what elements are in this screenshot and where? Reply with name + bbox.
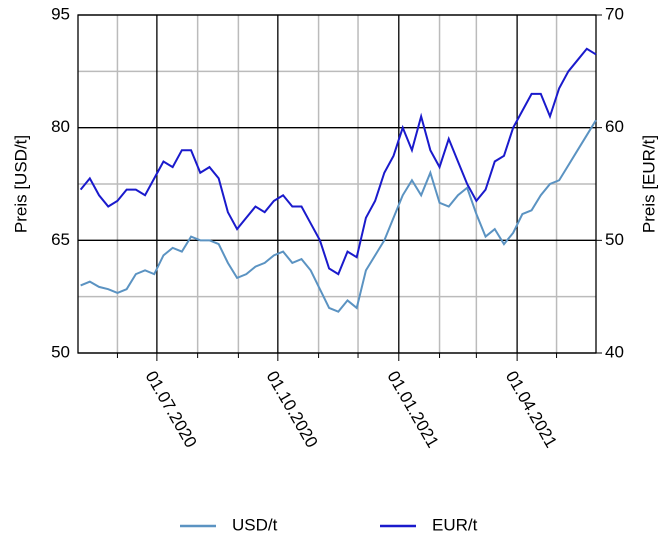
legend-label: EUR/t: [432, 515, 478, 534]
y-tick-label: 65: [51, 230, 70, 249]
legend-label: USD/t: [232, 515, 278, 534]
y2-tick-label: 70: [605, 4, 624, 23]
x-tick-label: 01.10.2020: [262, 368, 321, 451]
x-tick-label: 01.01.2021: [383, 368, 442, 451]
x-tick-label: 01.04.2021: [502, 368, 561, 451]
line-series: [80, 119, 597, 313]
y2-tick-label: 50: [605, 230, 624, 249]
y-tick-label: 95: [51, 4, 70, 23]
y-tick-label: 80: [51, 117, 70, 136]
x-tick-label: 01.07.2020: [142, 368, 201, 451]
y-axis-label: Preis [USD/t]: [11, 135, 30, 233]
y2-tick-label: 40: [605, 342, 624, 361]
line-series: [79, 47, 597, 276]
y2-tick-label: 60: [605, 117, 624, 136]
y-tick-label: 50: [51, 342, 70, 361]
y2-axis-label: Preis [EUR/t]: [639, 135, 658, 233]
plot-frame: [77, 14, 597, 354]
